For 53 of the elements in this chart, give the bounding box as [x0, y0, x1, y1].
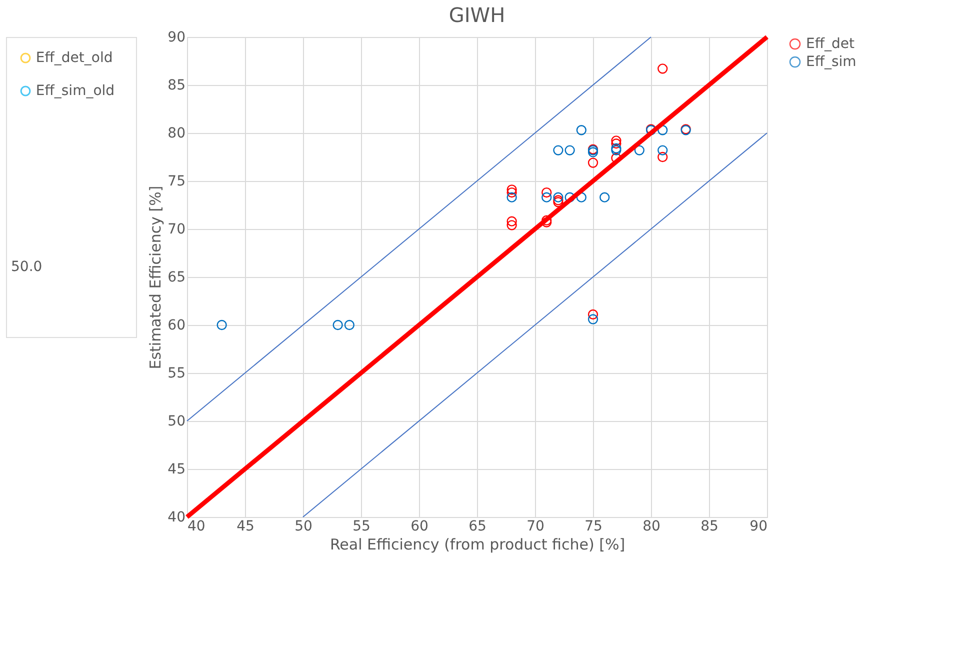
point [588, 158, 598, 168]
x-tick-label: 40 [188, 518, 206, 534]
point [506, 184, 517, 195]
y-tick-label: 65 [168, 270, 186, 286]
point [611, 136, 622, 146]
y-axis-title: Estimated Efficiency [%] [146, 186, 165, 370]
y-tick-label: 45 [168, 462, 186, 478]
point [634, 145, 644, 156]
point [506, 220, 517, 230]
point [553, 145, 564, 156]
legend-label: Eff_det_old [36, 50, 113, 66]
x-tick-label: 90 [750, 518, 768, 534]
y-tick-label: 90 [168, 30, 186, 46]
legend-label: Eff_sim [806, 54, 856, 70]
x-tick-label: 65 [468, 518, 486, 534]
point [216, 320, 227, 330]
point [506, 216, 517, 226]
legend-label: Eff_sim_old [36, 83, 115, 99]
y-tick-label: 55 [168, 366, 186, 382]
point [506, 192, 517, 202]
point [658, 64, 668, 74]
point [658, 145, 668, 156]
point [588, 309, 598, 320]
x-tick-label: 85 [700, 518, 718, 534]
point [344, 320, 354, 330]
x-tick-label: 50 [294, 518, 312, 534]
point [576, 125, 586, 136]
y-tick-label: 85 [168, 78, 186, 94]
y-tick-label: 50 [168, 414, 186, 430]
y-tick-label: 70 [168, 222, 186, 238]
point [542, 187, 552, 198]
x-tick-label: 45 [236, 518, 254, 534]
legend-label: Eff_det [806, 36, 855, 52]
point [506, 187, 517, 198]
point [588, 314, 598, 324]
y-tick-label: 60 [168, 318, 186, 334]
point [332, 320, 343, 330]
x-tick-label: 80 [642, 518, 660, 534]
x-tick-label: 70 [526, 518, 544, 534]
x-axis-title: Real Efficiency (from product fiche) [%] [330, 536, 626, 554]
chart-title: GIWH [448, 3, 506, 27]
x-tick-label: 60 [410, 518, 428, 534]
y-tick-label: 80 [168, 126, 186, 142]
point [553, 192, 564, 202]
y-tick-label: 75 [168, 174, 186, 190]
point [658, 152, 668, 162]
point [611, 138, 622, 149]
point [600, 192, 610, 202]
point [564, 145, 575, 156]
x-tick-label: 55 [352, 518, 370, 534]
point [542, 192, 552, 202]
text: 50.0 [11, 259, 42, 275]
x-tick-label: 75 [584, 518, 602, 534]
